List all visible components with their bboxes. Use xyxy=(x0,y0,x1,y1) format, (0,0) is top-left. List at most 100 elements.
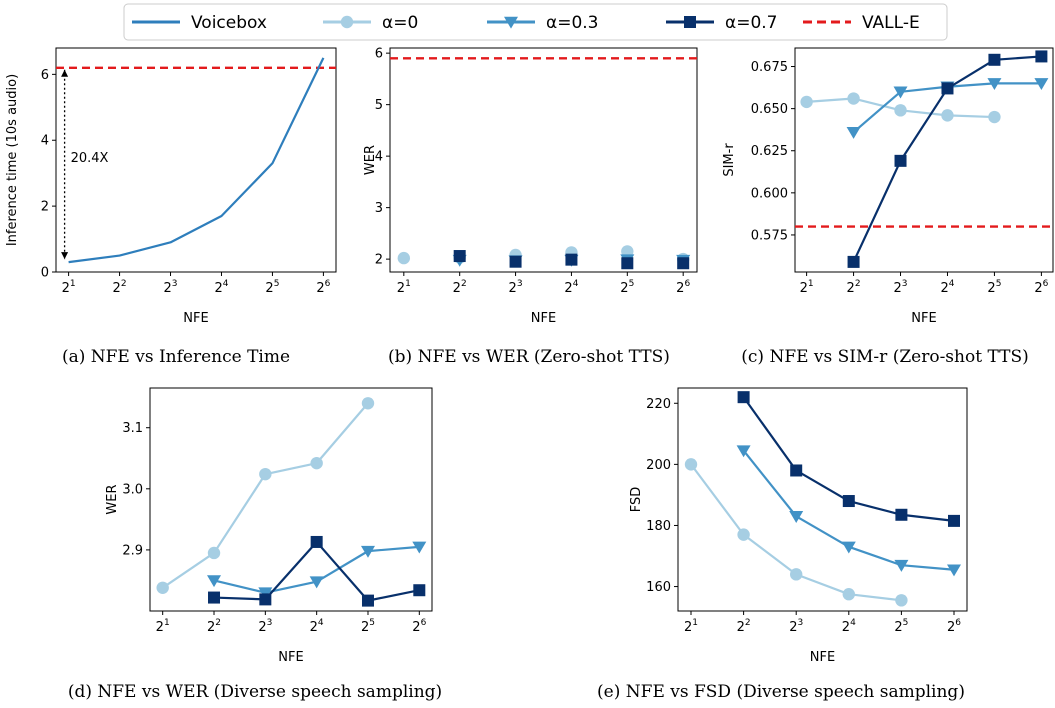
x-axis-label: NFE xyxy=(810,650,835,665)
x-tick-label: 22 xyxy=(113,279,127,296)
data-point xyxy=(413,584,425,596)
data-point xyxy=(941,109,953,121)
y-tick-label: 200 xyxy=(646,458,671,473)
series-alpha0 xyxy=(156,397,374,594)
data-point xyxy=(362,595,374,607)
data-point xyxy=(737,528,749,540)
data-point xyxy=(790,568,802,580)
data-point xyxy=(843,495,855,507)
panel-caption: (e) NFE vs FSD (Diverse speech sampling) xyxy=(597,682,965,702)
data-point xyxy=(947,565,961,577)
x-tick-label: 24 xyxy=(214,279,228,296)
x-tick-label: 22 xyxy=(207,618,221,635)
data-point xyxy=(843,588,855,600)
legend-label-4: VALL-E xyxy=(862,13,920,33)
axes-frame xyxy=(678,388,967,611)
x-tick-label: 23 xyxy=(509,279,523,296)
data-point xyxy=(677,257,689,269)
x-axis-label: NFE xyxy=(531,311,556,326)
y-tick-label: 0.650 xyxy=(751,102,788,117)
y-axis-label: FSD xyxy=(629,487,644,513)
y-tick-label: 4 xyxy=(41,134,49,149)
legend-label-1: α=0 xyxy=(382,13,418,33)
y-tick-label: 160 xyxy=(646,580,671,595)
y-tick-label: 2 xyxy=(41,200,49,215)
data-point xyxy=(259,468,271,480)
series-alpha07 xyxy=(208,536,425,607)
y-axis-label: Inference time (10s audio) xyxy=(5,74,20,246)
series-alpha0 xyxy=(685,458,908,606)
y-tick-label: 3.0 xyxy=(122,482,143,497)
x-tick-label: 26 xyxy=(676,279,690,296)
data-point xyxy=(790,464,802,476)
data-point xyxy=(398,252,410,264)
data-point xyxy=(1035,50,1047,62)
x-axis-label: NFE xyxy=(183,311,208,326)
y-tick-label: 0.600 xyxy=(751,186,788,201)
data-point xyxy=(362,397,374,409)
legend-label-2: α=0.3 xyxy=(546,13,599,33)
data-point xyxy=(621,257,633,269)
y-tick-label: 2 xyxy=(375,253,383,268)
y-axis-label: SIM-r xyxy=(722,143,737,177)
annotation-label: 20.4X xyxy=(71,151,109,166)
x-tick-label: 23 xyxy=(258,618,272,635)
x-tick-label: 26 xyxy=(316,279,330,296)
x-tick-label: 21 xyxy=(800,279,814,296)
series-alpha03 xyxy=(207,542,426,600)
data-point xyxy=(361,546,375,558)
x-tick-label: 26 xyxy=(947,618,961,635)
data-point xyxy=(848,256,860,268)
annotation-arrowhead-top xyxy=(61,70,68,77)
x-tick-label: 24 xyxy=(842,618,856,635)
data-point xyxy=(895,594,907,606)
y-axis-label: WER xyxy=(363,145,378,175)
y-tick-label: 5 xyxy=(375,98,383,113)
y-tick-label: 0.625 xyxy=(751,144,788,159)
series-line xyxy=(214,542,419,601)
axes-frame xyxy=(150,388,432,611)
data-point xyxy=(895,509,907,521)
panel-a: 21 22 23 24 25 260246NFEInference time (10s a… xyxy=(5,48,336,367)
x-tick-label: 24 xyxy=(940,279,954,296)
y-tick-label: 180 xyxy=(646,519,671,534)
data-point xyxy=(156,582,168,594)
data-point xyxy=(948,515,960,527)
data-point xyxy=(800,96,812,108)
y-tick-label: 6 xyxy=(375,47,383,62)
data-point xyxy=(259,593,271,605)
legend-label-0: Voicebox xyxy=(191,13,267,33)
panel-caption: (b) NFE vs WER (Zero-shot TTS) xyxy=(388,347,670,367)
data-point xyxy=(454,250,466,262)
panel-caption: (a) NFE vs Inference Time xyxy=(62,347,290,367)
data-point xyxy=(894,104,906,116)
y-tick-label: 6 xyxy=(41,68,49,83)
y-tick-label: 3 xyxy=(375,201,383,216)
x-tick-label: 21 xyxy=(397,279,411,296)
axes-frame xyxy=(795,48,1053,272)
x-tick-label: 26 xyxy=(1034,279,1048,296)
data-point xyxy=(310,457,322,469)
data-point xyxy=(847,92,859,104)
x-axis-label: NFE xyxy=(278,650,303,665)
panels: 21 22 23 24 25 260246NFEInference time (10s a… xyxy=(5,47,1053,702)
data-point xyxy=(685,458,697,470)
x-tick-label: 22 xyxy=(847,279,861,296)
legend-marker-3 xyxy=(684,16,696,28)
panel-caption: (d) NFE vs WER (Diverse speech sampling) xyxy=(68,682,442,702)
y-tick-label: 0 xyxy=(41,266,49,281)
y-tick-label: 2.9 xyxy=(122,543,143,558)
data-point xyxy=(988,111,1000,123)
x-tick-label: 21 xyxy=(62,279,76,296)
data-point xyxy=(208,592,220,604)
data-point xyxy=(789,511,803,523)
y-axis-label: WER xyxy=(105,484,120,514)
x-tick-label: 25 xyxy=(620,279,634,296)
x-tick-label: 21 xyxy=(684,618,698,635)
data-point xyxy=(941,82,953,94)
data-point xyxy=(988,54,1000,66)
y-tick-label: 0.675 xyxy=(751,60,788,75)
x-tick-label: 24 xyxy=(310,618,324,635)
series-alpha07 xyxy=(738,391,960,527)
